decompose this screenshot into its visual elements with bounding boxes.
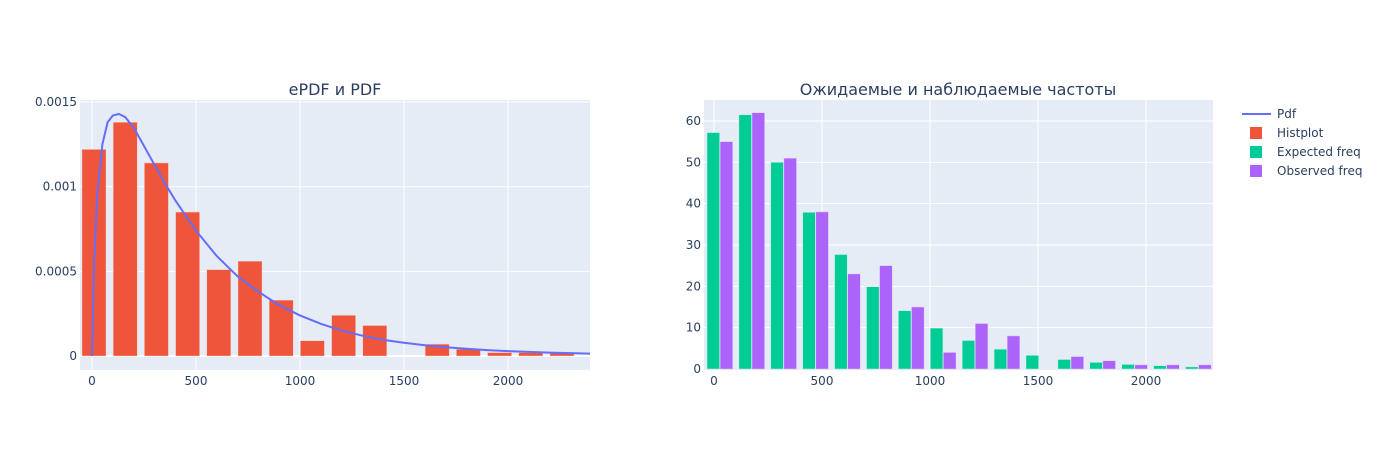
expected-freq-bar[interactable] bbox=[1185, 366, 1199, 370]
observed-freq-bar[interactable] bbox=[911, 306, 925, 370]
histplot-bar[interactable] bbox=[424, 343, 450, 357]
expected-freq-bar[interactable] bbox=[738, 114, 752, 370]
chart-title-left: ePDF и PDF bbox=[289, 80, 382, 99]
legend-item-histplot[interactable]: Histplot bbox=[1250, 126, 1324, 140]
expected-freq-bar[interactable] bbox=[866, 286, 880, 370]
expected-freq-bar[interactable] bbox=[1121, 364, 1135, 370]
legend-swatch-icon bbox=[1250, 146, 1262, 158]
legend-label: Observed freq bbox=[1277, 164, 1362, 178]
y-tick-label: 20 bbox=[686, 279, 701, 293]
legend-label: Expected freq bbox=[1277, 145, 1361, 159]
observed-freq-bar[interactable] bbox=[1070, 356, 1084, 370]
observed-freq-bar[interactable] bbox=[1166, 364, 1180, 370]
legend-label: Histplot bbox=[1277, 126, 1324, 140]
expected-freq-bar[interactable] bbox=[1057, 359, 1071, 370]
expected-freq-bar[interactable] bbox=[1025, 355, 1039, 370]
expected-freq-bar[interactable] bbox=[770, 162, 784, 370]
subplot-frequencies: 0 10 20 30 40 50 60 0 500 1000 1500 2000 Ожидаемые… bbox=[686, 80, 1213, 388]
y-tick-label: 60 bbox=[686, 114, 701, 128]
observed-freq-bar[interactable] bbox=[719, 141, 733, 370]
x-tick-label: 1000 bbox=[285, 374, 316, 388]
x-tick-label: 500 bbox=[811, 374, 834, 388]
observed-freq-bar[interactable] bbox=[783, 157, 797, 370]
x-tick-label: 500 bbox=[185, 374, 208, 388]
histplot-bar[interactable] bbox=[331, 315, 356, 357]
histplot-bar[interactable] bbox=[487, 352, 512, 357]
x-tick-label: 2000 bbox=[493, 374, 524, 388]
legend-item-expected-freq[interactable]: Expected freq bbox=[1250, 145, 1361, 159]
x-axis-ticks-right: 0 500 1000 1500 2000 bbox=[710, 374, 1161, 388]
histplot-bar[interactable] bbox=[144, 162, 169, 357]
x-tick-label: 1000 bbox=[915, 374, 946, 388]
frequency-bars bbox=[706, 112, 1212, 370]
y-tick-label: 40 bbox=[686, 197, 701, 211]
observed-freq-bar[interactable] bbox=[879, 265, 893, 370]
observed-freq-bar[interactable] bbox=[1102, 360, 1116, 370]
observed-freq-bar[interactable] bbox=[815, 211, 829, 370]
expected-freq-bar[interactable] bbox=[834, 254, 848, 370]
expected-freq-bar[interactable] bbox=[930, 327, 944, 370]
x-tick-label: 2000 bbox=[1131, 374, 1162, 388]
x-tick-label: 0 bbox=[710, 374, 718, 388]
y-tick-label: 30 bbox=[686, 238, 701, 252]
y-axis-ticks-left: 0 0.0005 0.001 0.0015 bbox=[35, 95, 77, 363]
observed-freq-bar[interactable] bbox=[847, 273, 861, 370]
histplot-bar[interactable] bbox=[268, 299, 294, 357]
expected-freq-bar[interactable] bbox=[993, 348, 1007, 370]
legend: Pdf Histplot Expected freq Observed freq bbox=[1242, 107, 1362, 178]
expected-freq-bar[interactable] bbox=[898, 310, 912, 370]
observed-freq-bar[interactable] bbox=[943, 352, 957, 370]
x-tick-label: 1500 bbox=[1023, 374, 1054, 388]
legend-swatch-icon bbox=[1250, 127, 1262, 139]
y-tick-label: 0.001 bbox=[43, 180, 77, 194]
legend-label: Pdf bbox=[1277, 107, 1297, 121]
x-tick-label: 0 bbox=[88, 374, 96, 388]
expected-freq-bar[interactable] bbox=[802, 212, 816, 370]
observed-freq-bar[interactable] bbox=[1198, 364, 1212, 370]
y-axis-ticks-right: 0 10 20 30 40 50 60 bbox=[686, 114, 701, 376]
y-tick-label: 0.0015 bbox=[35, 95, 77, 109]
legend-item-observed-freq[interactable]: Observed freq bbox=[1250, 164, 1362, 178]
observed-freq-bar[interactable] bbox=[1134, 364, 1148, 370]
histplot-bar[interactable] bbox=[175, 211, 200, 357]
y-tick-label: 50 bbox=[686, 155, 701, 169]
y-tick-label: 0.0005 bbox=[35, 264, 77, 278]
histplot-bar[interactable] bbox=[206, 269, 232, 357]
observed-freq-bar[interactable] bbox=[751, 112, 765, 370]
x-axis-ticks-left: 0 500 1000 1500 2000 bbox=[88, 374, 523, 388]
observed-freq-bar[interactable] bbox=[975, 323, 989, 370]
histplot-bar[interactable] bbox=[237, 260, 263, 357]
x-tick-label: 1500 bbox=[389, 374, 420, 388]
expected-freq-bar[interactable] bbox=[706, 132, 720, 370]
y-tick-label: 0 bbox=[693, 362, 701, 376]
pdf-line bbox=[91, 112, 591, 357]
y-tick-label: 10 bbox=[686, 321, 701, 335]
expected-freq-bar[interactable] bbox=[1089, 362, 1103, 370]
legend-item-pdf[interactable]: Pdf bbox=[1242, 107, 1297, 121]
subplot-epdf: 0 0.0005 0.001 0.0015 0 500 1000 1500 2000 ePDF… bbox=[35, 80, 591, 388]
expected-freq-bar[interactable] bbox=[1153, 365, 1167, 370]
chart-title-right: Ожидаемые и наблюдаемые частоты bbox=[800, 80, 1117, 99]
histplot-bar[interactable] bbox=[112, 122, 138, 357]
histplot-bar[interactable] bbox=[300, 340, 325, 357]
y-tick-label: 0 bbox=[69, 349, 77, 363]
legend-swatch-icon bbox=[1250, 165, 1262, 177]
observed-freq-bar[interactable] bbox=[1006, 335, 1021, 370]
expected-freq-bar[interactable] bbox=[961, 340, 976, 370]
